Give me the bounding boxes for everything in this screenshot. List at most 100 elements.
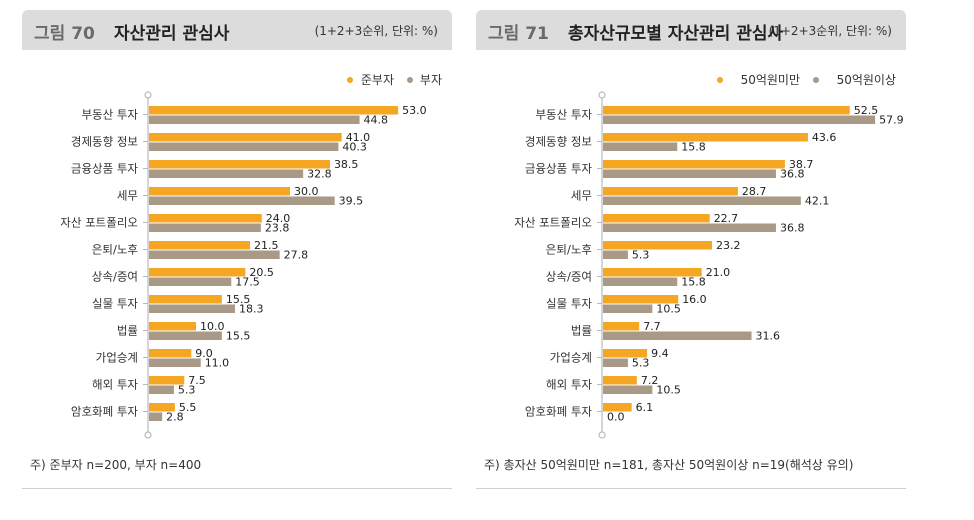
fig71-value-label-0-10: 7.2 <box>641 374 659 387</box>
fig71-category-label-3: 세무 <box>571 189 592 203</box>
fig70-value-label-1-4: 23.8 <box>265 222 290 235</box>
fig70-value-label-0-3: 30.0 <box>294 185 319 198</box>
fig71-value-label-0-4: 22.7 <box>714 212 739 225</box>
fig70-value-label-0-4: 24.0 <box>266 212 291 225</box>
fig71-value-label-0-2: 38.7 <box>789 158 814 171</box>
fig71-value-label-1-8: 31.6 <box>756 330 781 343</box>
fig70-category-label-2: 금융상품 투자 <box>71 162 139 176</box>
fig71-bar-0-9 <box>603 349 648 358</box>
fig70-axis-bottom-marker <box>144 431 152 439</box>
fig71-category-label-1: 경제동향 정보 <box>525 135 592 149</box>
fig71-legend-marker-1 <box>813 77 819 83</box>
fig71-category-label-2: 금융상품 투자 <box>525 162 593 176</box>
fig71-bar-0-0 <box>603 106 850 115</box>
fig71-value-label-0-6: 21.0 <box>706 266 731 279</box>
fig70-bar-1-6 <box>149 277 232 286</box>
fig70-bar-0-10 <box>149 376 185 385</box>
fig71-bar-1-10 <box>603 385 653 394</box>
fig70-bar-0-9 <box>149 349 192 358</box>
fig70-category-label-11: 암호화폐 투자 <box>71 405 139 419</box>
fig70-value-label-1-11: 2.8 <box>166 411 184 424</box>
fig70-value-label-0-9: 9.0 <box>195 347 213 360</box>
fig71-legend-label-1: 50억원이상 <box>837 73 896 87</box>
fig70-value-label-1-9: 11.0 <box>205 357 230 370</box>
fig71-bar-0-3 <box>603 187 738 196</box>
fig71-category-label-6: 상속/증여 <box>546 270 592 284</box>
figure-70-title-bar: 그림 70 자산관리 관심사 (1+2+3순위, 단위: %) <box>22 10 452 50</box>
fig71-category-label-8: 법률 <box>571 324 592 338</box>
fig71-legend-marker-0 <box>717 77 723 83</box>
fig70-category-label-6: 상속/증여 <box>92 270 138 284</box>
fig70-bar-0-6 <box>149 268 246 277</box>
fig70-bar-0-1 <box>149 133 342 142</box>
fig70-value-label-1-6: 17.5 <box>235 276 260 289</box>
fig71-bar-1-6 <box>603 277 678 286</box>
fig70-category-label-9: 가업승계 <box>96 351 138 365</box>
fig70-bar-0-5 <box>149 241 251 250</box>
fig70-value-label-0-7: 15.5 <box>226 293 251 306</box>
fig71-bar-0-5 <box>603 241 713 250</box>
fig71-value-label-0-0: 52.5 <box>854 104 879 117</box>
fig71-value-label-1-10: 10.5 <box>656 384 681 397</box>
fig70-bar-0-0 <box>149 106 399 115</box>
fig71-legend-label-0: 50억원미만 <box>741 73 800 87</box>
fig70-category-label-3: 세무 <box>117 189 138 203</box>
fig71-value-label-1-2: 36.8 <box>780 168 805 181</box>
fig70-bar-1-7 <box>149 304 236 313</box>
fig70-bar-1-4 <box>149 223 261 232</box>
fig70-category-label-8: 법률 <box>117 324 138 338</box>
fig71-category-label-7: 실물 투자 <box>546 297 592 311</box>
fig71-bar-0-7 <box>603 295 679 304</box>
fig70-legend: 부자 준부자 <box>347 73 442 87</box>
fig70-legend-label-0: 준부자 <box>361 73 394 87</box>
fig70-bar-1-0 <box>149 115 360 124</box>
fig71-value-label-0-8: 7.7 <box>643 320 661 333</box>
fig70-value-label-1-10: 5.3 <box>178 384 196 397</box>
fig71-value-label-1-4: 36.8 <box>780 222 805 235</box>
fig71-value-label-1-3: 42.1 <box>805 195 830 208</box>
fig71-value-label-0-1: 43.6 <box>812 131 837 144</box>
fig71-category-label-5: 은퇴/노후 <box>546 243 592 257</box>
fig70-value-label-0-6: 20.5 <box>249 266 274 279</box>
fig71-category-label-9: 가업승계 <box>550 351 592 365</box>
fig70-bar-1-11 <box>149 412 163 421</box>
fig70-bar-0-7 <box>149 295 222 304</box>
figure-71-number: 그림 71 <box>488 24 549 44</box>
fig70-value-label-0-5: 21.5 <box>254 239 278 252</box>
fig70-bar-1-8 <box>149 331 222 340</box>
fig71-value-label-0-11: 6.1 <box>636 401 654 414</box>
figure-71-unit: (1+2+3순위, 단위: %) <box>768 24 892 38</box>
figure-70-footnote: 주) 준부자 n=200, 부자 n=400 <box>30 458 202 472</box>
fig71-value-label-1-7: 10.5 <box>656 303 681 316</box>
fig70-axis-top-marker <box>144 91 152 99</box>
fig70-value-label-0-0: 53.0 <box>402 104 427 117</box>
fig71-bar-0-8 <box>603 322 640 331</box>
fig71-bar-1-5 <box>603 250 628 259</box>
fig71-bar-1-8 <box>603 331 752 340</box>
fig71-bar-0-11 <box>603 403 632 412</box>
fig71-value-label-1-5: 5.3 <box>632 249 650 262</box>
figure-71-title-bar: 그림 71 총자산규모별 자산관리 관심사 (1+2+3순위, 단위: %) <box>476 10 906 50</box>
fig70-legend-marker-0 <box>347 77 353 83</box>
figure-70-unit: (1+2+3순위, 단위: %) <box>314 24 438 38</box>
fig70-bar-0-8 <box>149 322 196 331</box>
figure-70-divider <box>22 488 452 489</box>
fig70-value-label-0-8: 10.0 <box>200 320 225 333</box>
fig71-bar-0-1 <box>603 133 808 142</box>
fig71-bar-1-2 <box>603 169 776 178</box>
fig70-legend-label-1: 부자 <box>420 73 442 87</box>
fig70-bar-1-10 <box>149 385 174 394</box>
fig71-category-label-11: 암호화폐 투자 <box>525 405 593 419</box>
fig70-category-label-4: 자산 포트폴리오 <box>60 216 138 230</box>
fig71-category-label-0: 부동산 투자 <box>535 108 592 122</box>
fig71-value-label-1-0: 57.9 <box>879 114 904 127</box>
fig70-bar-1-2 <box>149 169 304 178</box>
fig70-bar-0-11 <box>149 403 175 412</box>
fig70-value-label-0-1: 41.0 <box>346 131 371 144</box>
fig70-value-label-1-7: 18.3 <box>239 303 264 316</box>
fig71-axis-top-marker <box>598 91 606 99</box>
figure-70-panel: 그림 70 자산관리 관심사 (1+2+3순위, 단위: %) 부자 준부자 부동산… <box>22 0 452 500</box>
fig71-bar-1-9 <box>603 358 628 367</box>
fig71-legend: 50억원이상 50억원미만 <box>717 73 896 87</box>
